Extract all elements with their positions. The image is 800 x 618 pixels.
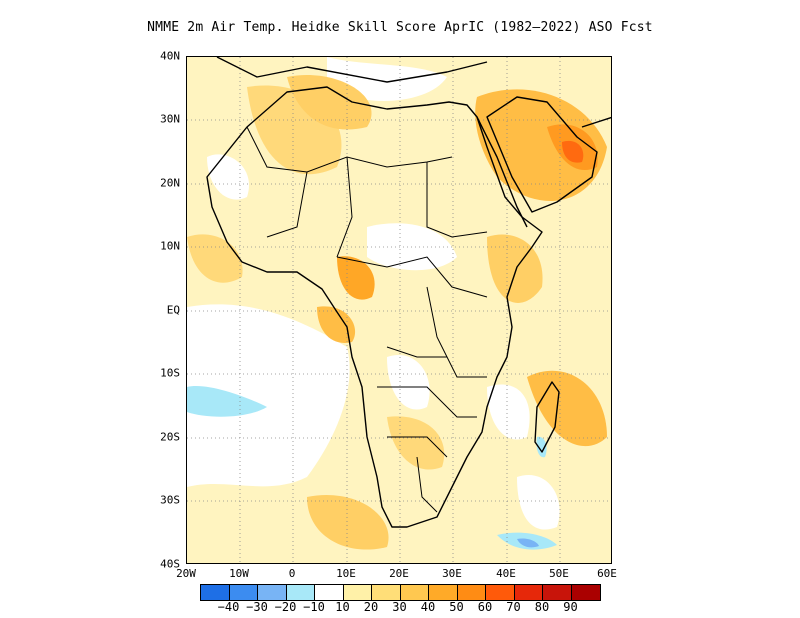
country-borders — [246, 126, 488, 513]
colorbar-label: 60 — [477, 600, 493, 614]
orange-patch-southern-africa — [387, 416, 445, 470]
white-patch-atlantic — [187, 304, 350, 487]
colorbar-swatch — [315, 585, 344, 600]
red-orange-patch-gulf — [562, 140, 584, 163]
colorbar-swatch — [400, 585, 429, 600]
blue-patch-madagascar — [536, 436, 547, 458]
colorbar-label: 10 — [335, 600, 350, 614]
lat-label: 20S — [160, 430, 180, 444]
lon-label: 10W — [229, 567, 249, 580]
lon-label: 30E — [442, 567, 462, 580]
colorbar-label: 20 — [363, 600, 379, 614]
colorbar-label: 30 — [392, 600, 407, 614]
white-patch-east — [487, 384, 530, 440]
lat-label: 10N — [160, 239, 180, 253]
colorbar-label: 40 — [420, 600, 436, 614]
lat-label: 40S — [160, 557, 180, 571]
colorbar-label: −30 — [246, 600, 268, 614]
africa-coastline — [206, 86, 543, 528]
lon-label: 60E — [597, 567, 617, 580]
colorbar-swatch — [486, 585, 515, 600]
white-patch-congo — [387, 355, 430, 410]
grid-lines — [187, 57, 611, 563]
iran-coastline — [581, 116, 611, 128]
blue-patch-dark — [517, 538, 539, 548]
colorbar — [200, 584, 601, 601]
orange-patch-south-atlantic — [307, 495, 389, 550]
orange-patch-cameroon — [337, 256, 375, 300]
lat-label: 40N — [160, 49, 180, 63]
lat-label: EQ — [166, 303, 180, 317]
colorbar-swatch — [429, 585, 458, 600]
lon-label: 10E — [336, 567, 356, 580]
colorbar-label: 90 — [563, 600, 578, 614]
lon-label: 50E — [549, 567, 569, 580]
lat-label: 10S — [160, 366, 180, 380]
colorbar-swatch — [258, 585, 287, 600]
blue-patch-south-atlantic — [187, 386, 267, 417]
colorbar-label: −40 — [217, 600, 240, 614]
skill-map — [187, 57, 611, 563]
lon-label: 20E — [389, 567, 409, 580]
lon-label: 20W — [176, 567, 196, 580]
colorbar-swatch — [571, 585, 600, 600]
colorbar-swatch — [457, 585, 486, 600]
arabia-coastline — [486, 96, 598, 213]
colorbar-label: 50 — [449, 600, 464, 614]
colorbar-swatch — [514, 585, 543, 600]
colorbar-label: 70 — [506, 600, 521, 614]
lat-label: 30S — [160, 493, 180, 507]
orange-patch-arabia — [475, 89, 607, 201]
lat-label: 30N — [160, 112, 180, 126]
map-panel — [186, 56, 612, 564]
orange-patch-west-atlantic — [187, 234, 243, 283]
madagascar-coastline — [534, 381, 560, 453]
colorbar-swatch — [543, 585, 572, 600]
orange-patch-gabon — [317, 306, 356, 343]
colorbar-swatch — [372, 585, 401, 600]
lon-label: 0 — [288, 567, 296, 580]
colorbar-label: −20 — [274, 600, 297, 614]
white-patch-south-indian — [517, 475, 560, 530]
lon-label: 40E — [496, 567, 516, 580]
coastlines — [206, 57, 611, 528]
colorbar-label: 80 — [534, 600, 550, 614]
colorbar-swatch — [343, 585, 372, 600]
colorbar-label: −10 — [303, 600, 325, 614]
chart-title: NMME 2m Air Temp. Heidke Skill Score Apr… — [147, 20, 653, 35]
red-sea — [476, 116, 528, 228]
mediterranean-north — [216, 57, 488, 83]
lat-label: 20N — [160, 176, 180, 190]
white-patch-north — [207, 154, 249, 200]
colorbar-swatch — [229, 585, 258, 600]
colorbar-swatch — [286, 585, 315, 600]
colorbar-swatch — [201, 585, 230, 600]
